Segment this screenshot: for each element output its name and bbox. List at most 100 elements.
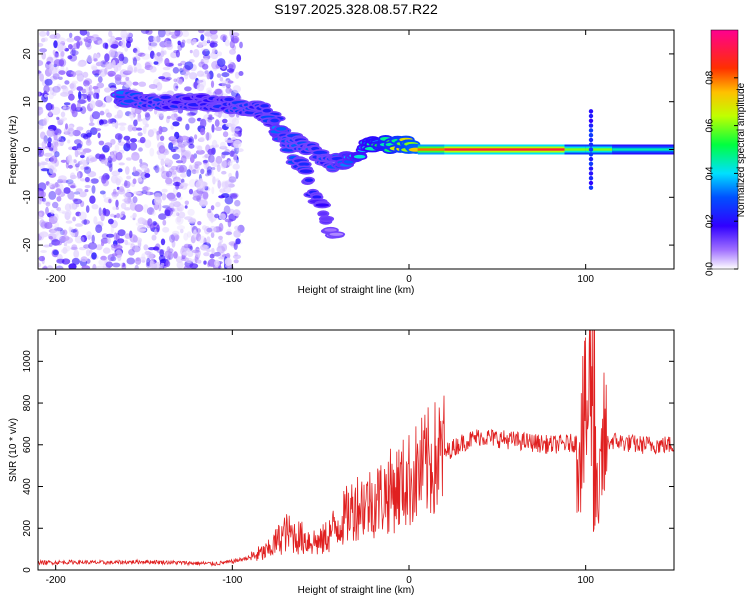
noise-blob	[145, 30, 153, 35]
noise-blob	[214, 213, 220, 219]
noise-blob	[201, 48, 210, 52]
noise-blob	[56, 116, 60, 120]
noise-blob	[129, 111, 135, 115]
noise-blob	[210, 232, 215, 238]
noise-blob	[146, 190, 150, 196]
noise-blob	[114, 74, 122, 81]
noise-blob	[168, 136, 176, 142]
noise-blob	[58, 70, 66, 75]
noise-blob	[217, 58, 226, 68]
noise-blob	[172, 230, 180, 236]
noise-blob	[233, 37, 239, 44]
spectrogram-ridge-blob	[262, 108, 271, 113]
noise-blob	[78, 91, 82, 100]
noise-blob	[214, 259, 220, 268]
noise-blob	[147, 129, 154, 138]
noise-blob	[135, 222, 141, 226]
noise-blob	[173, 78, 178, 83]
noise-blob	[175, 49, 180, 58]
spectrogram-x-tick-label: 0	[406, 274, 412, 285]
spectrogram-x-tick-label: -200	[46, 274, 66, 285]
noise-blob	[49, 62, 55, 69]
noise-blob	[93, 128, 102, 132]
noise-blob	[212, 176, 216, 185]
spectrogram-ridge-blob	[224, 97, 234, 102]
noise-blob	[229, 30, 235, 38]
noise-blob	[204, 226, 211, 235]
noise-blob	[126, 257, 136, 265]
noise-blob	[202, 191, 209, 200]
noise-blob	[179, 68, 184, 73]
noise-blob	[92, 263, 97, 269]
noise-blob	[47, 55, 53, 63]
snr-y-tick-label: 1000	[22, 350, 33, 373]
noise-blob	[168, 168, 174, 173]
noise-blob	[60, 159, 67, 163]
noise-blob	[229, 40, 235, 49]
noise-blob	[156, 132, 160, 141]
noise-blob	[72, 216, 76, 222]
noise-blob	[66, 73, 74, 78]
noise-blob	[232, 163, 240, 170]
noise-blob	[105, 261, 113, 268]
noise-blob	[156, 56, 163, 62]
noise-blob	[179, 42, 185, 48]
noise-blob	[160, 50, 165, 57]
noise-blob	[67, 139, 71, 144]
noise-blob	[235, 170, 239, 179]
noise-blob	[70, 185, 76, 189]
noise-blob	[146, 257, 151, 267]
noise-blob	[48, 147, 54, 151]
noise-blob	[225, 87, 232, 94]
spectrogram-smear-blob	[588, 118, 594, 124]
noise-blob	[108, 118, 112, 124]
noise-blob	[202, 63, 209, 70]
noise-blob	[38, 124, 44, 130]
noise-blob	[95, 153, 101, 159]
noise-blob	[117, 168, 123, 173]
noise-blob	[44, 78, 53, 86]
noise-blob	[186, 169, 192, 177]
noise-blob	[42, 200, 51, 205]
noise-blob	[176, 192, 182, 198]
spectrogram-x-tick-label: 100	[577, 274, 594, 285]
noise-blob	[121, 262, 126, 267]
noise-blob	[83, 166, 89, 170]
noise-blob	[83, 244, 91, 249]
snr-series-line	[38, 330, 674, 567]
noise-blob	[132, 196, 138, 204]
noise-blob	[91, 66, 98, 71]
spectrogram-branch-blob	[298, 162, 310, 167]
noise-blob	[128, 113, 135, 119]
colorbar-label: Normalized spectral amplitude	[736, 82, 747, 217]
noise-blob	[77, 150, 81, 156]
noise-blob	[210, 80, 215, 88]
noise-blob	[49, 87, 55, 95]
noise-blob	[174, 30, 181, 37]
noise-blob	[71, 232, 75, 238]
noise-blob	[209, 42, 218, 48]
noise-blob	[183, 243, 191, 249]
noise-blob	[111, 59, 116, 69]
noise-blob	[123, 79, 133, 88]
spectrogram-branch-blob	[304, 178, 313, 182]
noise-blob	[70, 174, 77, 180]
noise-blob	[149, 261, 158, 269]
snr-x-tick-label: -200	[46, 575, 66, 586]
noise-blob	[39, 31, 47, 37]
noise-blob	[88, 122, 95, 126]
noise-blob	[47, 137, 52, 144]
noise-blob	[108, 198, 112, 204]
noise-blob	[218, 235, 223, 240]
noise-blob	[73, 191, 81, 195]
noise-blob	[86, 31, 90, 37]
noise-blob	[207, 116, 215, 120]
noise-blob	[207, 208, 212, 214]
noise-blob	[221, 72, 230, 78]
noise-blob	[230, 194, 238, 200]
noise-blob	[38, 162, 41, 167]
colorbar-tick-label: 0.8	[705, 70, 716, 84]
noise-blob	[209, 30, 218, 35]
noise-blob	[120, 40, 126, 48]
